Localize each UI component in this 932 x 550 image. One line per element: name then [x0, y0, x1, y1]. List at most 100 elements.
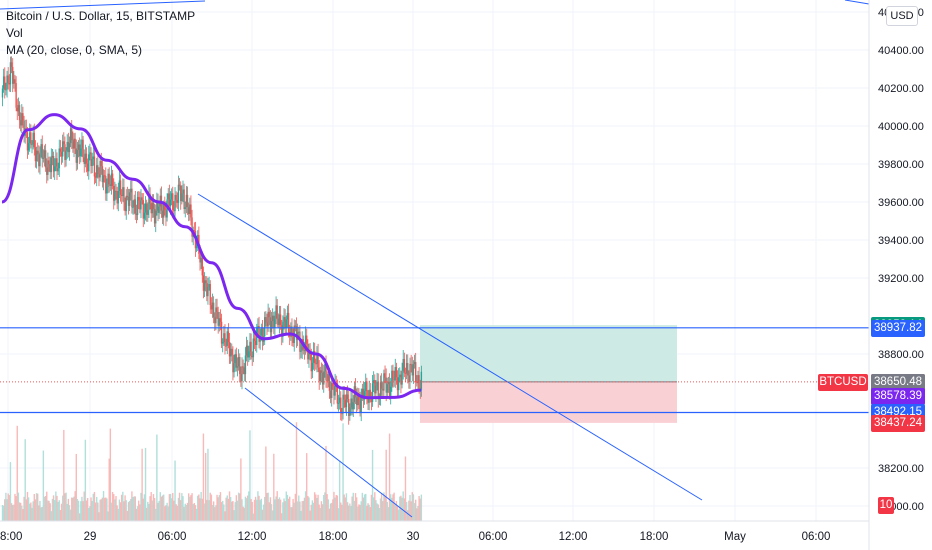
volume-bar	[86, 498, 89, 521]
volume-bar	[404, 456, 407, 521]
volume-bar	[319, 507, 322, 521]
time-axis[interactable]: 18:00 29 06:00 12:00 18:00 30 06:00 12:00 18:00 M…	[0, 531, 830, 543]
candle-body	[328, 374, 331, 391]
volume-bar	[346, 502, 349, 521]
volume-bar	[113, 494, 115, 521]
volume-bar	[77, 500, 80, 521]
volume-bar	[357, 506, 359, 521]
volume-bar	[418, 495, 420, 521]
candle-body	[337, 402, 340, 404]
volume-bar	[257, 491, 259, 521]
trend-drawings[interactable]	[0, 0, 870, 518]
candle-body	[200, 257, 202, 263]
candle-body	[152, 202, 155, 210]
volume-bar	[323, 494, 325, 521]
time-tick-label: 18:00	[319, 531, 348, 543]
volume-bar	[135, 508, 138, 521]
volume-bar	[110, 502, 113, 521]
candle-body	[6, 75, 8, 90]
volume-bar	[72, 497, 74, 521]
candle-body	[237, 356, 240, 367]
volume-bar	[157, 502, 159, 521]
price-axis-tag: 38650.48	[871, 374, 925, 392]
legend-volume[interactable]: Vol	[6, 26, 23, 40]
candle-body	[153, 209, 156, 224]
volume-bar	[181, 493, 183, 521]
volume-bar	[168, 494, 171, 521]
candle-body	[184, 207, 186, 210]
volume-bar	[303, 497, 306, 521]
volume-bar	[259, 500, 261, 521]
trendline-top-right	[844, 0, 870, 5]
candle-body	[190, 204, 192, 218]
volume-bar	[182, 496, 184, 521]
volume-bar	[41, 506, 43, 521]
volume-bar	[214, 507, 216, 521]
volume-bar	[91, 500, 93, 521]
candle-body	[276, 305, 278, 319]
legend-moving-average[interactable]: MA (20, close, 0, SMA, 5)	[6, 43, 143, 57]
volume-bar	[367, 503, 369, 521]
candle-body	[404, 372, 407, 374]
candle-body	[312, 351, 315, 363]
time-tick-label: 18:00	[640, 531, 669, 543]
volume-value-tag: 10	[878, 497, 894, 514]
candle-body	[414, 362, 417, 383]
volume-bar	[385, 449, 387, 521]
volume-bar	[392, 494, 394, 521]
candle-body	[286, 312, 289, 320]
candle-body	[284, 317, 286, 329]
candle-body	[265, 317, 267, 323]
candle-body	[18, 104, 21, 121]
candle-body	[158, 206, 160, 213]
volume-bar	[384, 495, 386, 521]
volume-bar	[90, 497, 92, 521]
volume-bar	[403, 498, 406, 521]
volume-bar	[386, 501, 389, 521]
candle-body	[136, 197, 139, 216]
candle-body	[382, 388, 384, 391]
candle-body	[409, 363, 411, 382]
volume-bar	[66, 503, 68, 521]
volume-bar	[387, 507, 390, 521]
candle-body	[338, 397, 341, 403]
currency-button[interactable]: USD	[886, 6, 918, 26]
volume-bar	[345, 493, 348, 521]
legend-title[interactable]: Bitcoin / U.S. Dollar, 15, BITSTAMP	[6, 9, 196, 23]
volume-bar	[243, 507, 245, 521]
volume-bar	[236, 500, 239, 521]
candle-body	[267, 311, 269, 327]
price-axis[interactable]: 40600.0040400.0040200.0040000.0039800.00…	[878, 7, 924, 513]
time-tick-label: 06:00	[158, 531, 187, 543]
volume-bar	[56, 495, 58, 521]
candle-body	[326, 380, 328, 382]
candle-body	[303, 349, 306, 352]
candle-body	[72, 140, 74, 149]
volume-bar	[408, 500, 410, 521]
position-zone[interactable]	[420, 325, 677, 423]
volume-bar	[161, 495, 164, 521]
volume-bar	[138, 500, 140, 521]
candle-body	[319, 370, 322, 382]
volume-bar	[368, 504, 370, 521]
volume-bar	[58, 500, 60, 521]
volume-bar	[60, 503, 63, 521]
volume-bar	[380, 493, 383, 521]
volume-bar	[344, 497, 347, 521]
volume-bar	[351, 496, 353, 521]
candle-body	[169, 199, 172, 207]
volume-bar	[126, 510, 129, 521]
volume-bar	[54, 500, 56, 521]
volume-bar	[258, 495, 260, 521]
volume-bar	[25, 499, 28, 521]
volume-bar	[260, 498, 263, 521]
volume-bar	[383, 492, 385, 521]
volume-bar	[61, 495, 64, 521]
candle-body	[105, 176, 107, 194]
volume-bar	[294, 493, 297, 521]
volume-bar	[49, 503, 51, 521]
volume-bar	[42, 450, 45, 521]
candle-body	[261, 328, 264, 342]
volume-bar	[250, 498, 252, 521]
